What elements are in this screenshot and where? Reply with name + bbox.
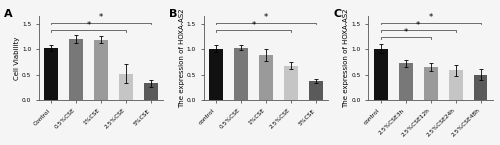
Text: *: *	[252, 21, 256, 30]
Text: *: *	[428, 13, 433, 22]
Text: A: A	[4, 9, 12, 19]
Bar	[210, 49, 223, 100]
Bar	[449, 70, 462, 100]
Text: B: B	[169, 9, 177, 19]
Text: *: *	[404, 28, 408, 37]
Bar	[44, 48, 58, 100]
Text: *: *	[99, 13, 103, 22]
Text: *: *	[264, 13, 268, 22]
Bar	[94, 40, 108, 100]
Bar	[399, 63, 412, 100]
Bar	[234, 48, 248, 100]
Bar	[144, 83, 158, 100]
Bar	[474, 75, 488, 100]
Bar	[424, 67, 438, 100]
Bar	[259, 55, 273, 100]
Text: *: *	[416, 21, 420, 30]
Bar	[374, 49, 388, 100]
Y-axis label: The expression of HOXA-AS2: The expression of HOXA-AS2	[178, 8, 184, 108]
Bar	[70, 39, 83, 100]
Bar	[284, 66, 298, 100]
Bar	[309, 81, 322, 100]
Y-axis label: The expression of HOXA-AS2: The expression of HOXA-AS2	[344, 8, 349, 108]
Text: C: C	[334, 9, 342, 19]
Y-axis label: Cell Viability: Cell Viability	[14, 36, 20, 80]
Text: *: *	[86, 21, 91, 30]
Bar	[119, 74, 133, 100]
